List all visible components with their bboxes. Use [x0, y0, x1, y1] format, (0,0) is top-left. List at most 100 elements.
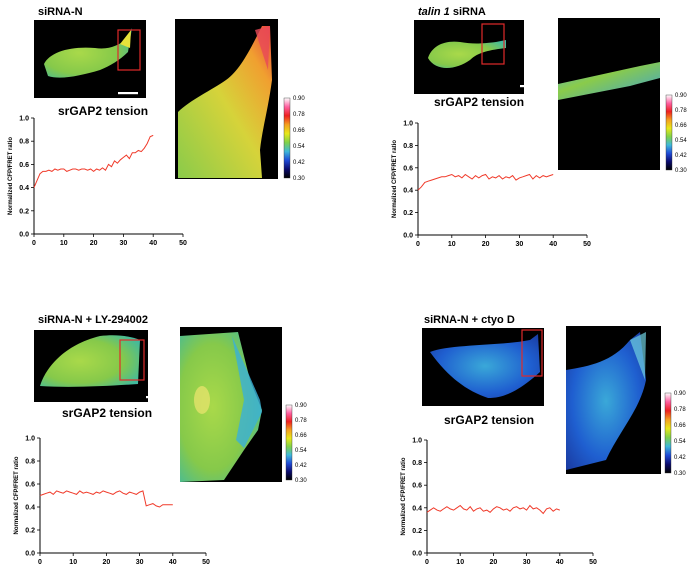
- colorbar-tick-label: 0.54: [674, 439, 686, 445]
- y-tick-label: 0.4: [412, 505, 422, 512]
- y-tick-label: 0.0: [25, 551, 35, 558]
- line-chart-panel: 0 10 20 30 40 50 0.0 0.2 0.4 0.6 0.8 1.0 Normalized …: [8, 116, 187, 248]
- colorbar-tick-label: 0.54: [295, 448, 307, 454]
- colorbar-tick-label: 0.42: [293, 160, 305, 166]
- roi-box: [481, 23, 505, 65]
- line-chart-panel: 0 10 20 30 40 50 0.0 0.2 0.4 0.6 0.8 1.0 Normalized …: [392, 121, 591, 249]
- y-axis-label: Normalized CFP/FRET ratio: [8, 137, 14, 215]
- y-axis-label: Normalized CFP/FRET ratio: [401, 457, 407, 535]
- y-tick-label: 0.8: [19, 139, 29, 146]
- zoom-cell: [558, 62, 660, 100]
- x-tick-label: 50: [589, 559, 597, 565]
- colorbar-tick-label: 0.90: [675, 93, 687, 99]
- ticks: 0 10 20 30 40 50 0.0 0.2 0.4 0.6 0.8 1.0: [412, 438, 597, 565]
- x-tick-label: 50: [179, 240, 187, 247]
- y-axis-label: Normalized CFP/FRET ratio: [392, 140, 398, 218]
- y-tick-label: 0.2: [25, 528, 35, 535]
- colorbar-tick-label: 0.90: [295, 403, 307, 409]
- x-tick-label: 40: [149, 240, 157, 247]
- zoom-edge: [232, 336, 262, 448]
- x-tick-label: 30: [120, 240, 128, 247]
- y-tick-label: 0.6: [412, 483, 422, 490]
- colorbar-tick-label: 0.78: [293, 112, 305, 118]
- colorbar: 0.90 0.78 0.66 0.54 0.42 0.30: [665, 93, 687, 174]
- tension-label: srGAP2 tension: [444, 413, 535, 427]
- x-tick-label: 0: [32, 240, 36, 247]
- colorbar-tick-label: 0.42: [674, 455, 686, 461]
- roi-box: [521, 329, 543, 377]
- tension-label: srGAP2 tension: [434, 95, 525, 109]
- cell-hotspot: [120, 30, 131, 48]
- y-tick-label: 0.0: [412, 551, 422, 558]
- y-tick-label: 1.0: [412, 438, 422, 445]
- colorbar-gradient: [285, 404, 293, 481]
- y-tick-label: 0.2: [19, 208, 29, 215]
- ticks: 0 10 20 30 40 50 0.0 0.2 0.4 0.6 0.8 1.0: [403, 121, 591, 249]
- colorbar-tick-label: 0.90: [293, 96, 305, 102]
- scale-bar: [520, 85, 546, 88]
- zoom-edge: [630, 332, 646, 380]
- colorbar-gradient: [665, 94, 673, 171]
- y-tick-label: 0.8: [412, 460, 422, 467]
- x-tick-label: 40: [169, 559, 177, 565]
- scale-bar: [146, 396, 170, 399]
- x-tick-label: 50: [583, 241, 591, 248]
- colorbar-tick-label: 0.30: [675, 168, 687, 174]
- colorbar-tick-label: 0.42: [295, 463, 307, 469]
- title-text: siRNA: [449, 6, 486, 18]
- y-tick-label: 0.6: [19, 162, 29, 169]
- x-tick-label: 30: [516, 241, 524, 248]
- series-line: [33, 134, 154, 188]
- x-tick-label: 10: [69, 559, 77, 565]
- colorbar: 0.90 0.78 0.66 0.54 0.42 0.30: [285, 403, 307, 484]
- line-chart-panel: 0 10 20 30 40 50 0.0 0.2 0.4 0.6 0.8 1.0 Normalized …: [401, 438, 597, 565]
- x-tick-label: 40: [556, 559, 564, 565]
- x-tick-label: 20: [482, 241, 490, 248]
- zoom-cell: [178, 26, 272, 178]
- y-tick-label: 0.8: [403, 143, 413, 150]
- colorbar-tick-label: 0.30: [293, 176, 305, 182]
- y-tick-label: 1.0: [25, 436, 35, 443]
- x-tick-label: 30: [136, 559, 144, 565]
- x-tick-label: 10: [448, 241, 456, 248]
- colorbar-tick-label: 0.42: [675, 153, 687, 159]
- title-text: siRNA-N + LY-294002: [38, 314, 148, 326]
- zoom-edge: [255, 26, 270, 70]
- colorbar-tick-label: 0.54: [675, 138, 687, 144]
- zoom-hotspot: [194, 386, 210, 414]
- cell-shape: [428, 40, 506, 68]
- y-tick-label: 0.4: [403, 188, 413, 195]
- colorbar-gradient: [664, 392, 672, 474]
- line-chart-panel: 0 10 20 30 40 50 0.0 0.2 0.4 0.6 0.8 1.0 Normalized …: [14, 436, 210, 565]
- panel-title: siRNA-N + LY-294002: [38, 314, 148, 326]
- series-line: [426, 504, 560, 515]
- x-tick-label: 10: [60, 240, 68, 247]
- y-tick-label: 0.2: [412, 528, 422, 535]
- colorbar-tick-label: 0.30: [674, 471, 686, 477]
- y-tick-label: 1.0: [403, 121, 413, 128]
- y-tick-label: 0.8: [25, 459, 35, 466]
- ticks: 0 10 20 30 40 50 0.0 0.2 0.4 0.6 0.8 1.0: [19, 116, 187, 248]
- y-tick-label: 1.0: [19, 116, 29, 123]
- colorbar-tick-label: 0.66: [674, 423, 686, 429]
- title-text: siRNA-N + ctyo D: [424, 314, 515, 326]
- colorbar-tick-label: 0.78: [675, 108, 687, 114]
- tension-label: srGAP2 tension: [62, 406, 153, 420]
- colorbar-tick-label: 0.78: [674, 407, 686, 413]
- y-tick-label: 0.2: [403, 210, 413, 217]
- scale-bar: [118, 92, 138, 95]
- title-text-italic: talin 1: [418, 6, 450, 18]
- x-tick-label: 0: [416, 241, 420, 248]
- panel-title: siRNA-N: [38, 6, 83, 18]
- y-tick-label: 0.6: [403, 165, 413, 172]
- series-line: [39, 490, 173, 508]
- series-line: [417, 173, 554, 191]
- colorbar-tick-label: 0.78: [295, 418, 307, 424]
- roi-box: [119, 339, 145, 381]
- colorbar: 0.90 0.78 0.66 0.54 0.42 0.30: [664, 391, 686, 477]
- panel-title: siRNA-N + ctyo D: [424, 314, 515, 326]
- x-tick-label: 40: [549, 241, 557, 248]
- colorbar-tick-label: 0.66: [675, 123, 687, 129]
